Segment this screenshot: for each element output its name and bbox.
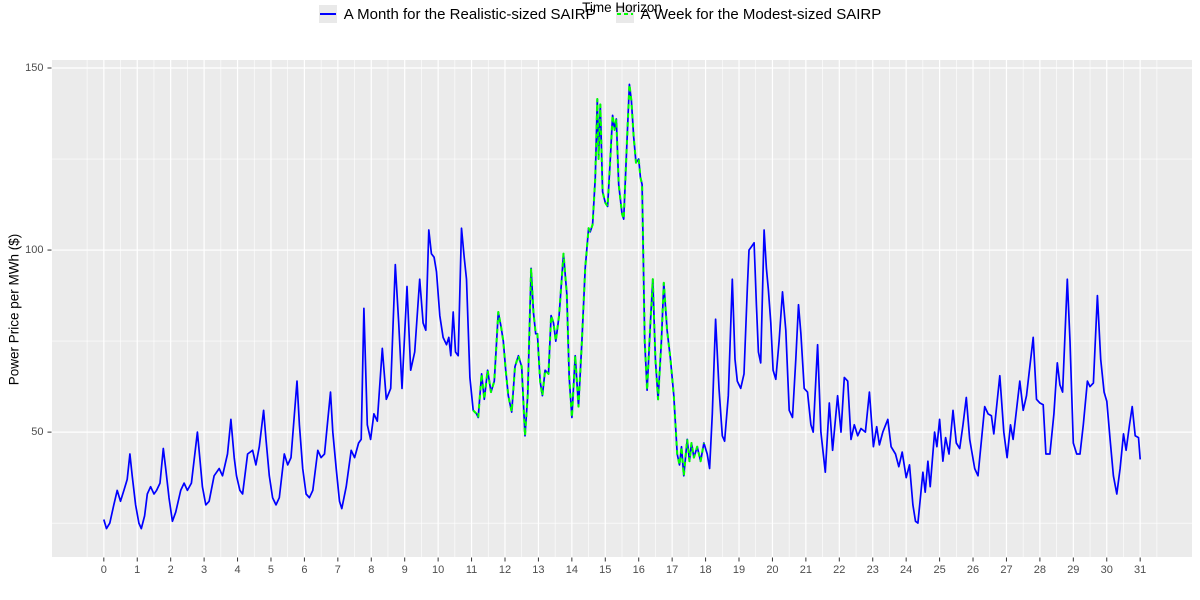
x-tick-label: 30: [1100, 564, 1113, 576]
x-tick-label: 24: [900, 564, 913, 576]
x-tick-label: 16: [632, 564, 645, 576]
x-tick-label: 0: [100, 564, 107, 576]
x-tick-label: 1: [134, 564, 141, 576]
x-tick-label: 14: [565, 564, 578, 576]
x-tick-label: 3: [201, 564, 208, 576]
x-tick-label: 23: [866, 564, 879, 576]
x-tick-label: 4: [234, 564, 241, 576]
legend-key-week: [615, 5, 634, 23]
x-tick-label: 28: [1033, 564, 1046, 576]
x-tick-label: 9: [401, 564, 408, 576]
x-tick-label: 26: [966, 564, 980, 576]
x-tick-label: 17: [666, 564, 679, 576]
series-line-week: [472, 83, 705, 477]
y-axis-title: Power Price per MWh ($): [6, 233, 22, 386]
y-tick-label: 100: [25, 244, 44, 257]
legend-label-week: A Week for the Modest-sized SAIRP: [640, 5, 882, 23]
y-tick-label: 150: [25, 62, 44, 74]
y-tick-label: 50: [31, 426, 44, 439]
x-tick-label: 20: [766, 564, 779, 576]
x-tick-label: 31: [1134, 564, 1147, 576]
x-tick-label: 10: [432, 564, 445, 576]
week-line-icon: [616, 13, 633, 15]
x-tick-label: 13: [532, 564, 545, 576]
x-tick-label: 18: [699, 564, 712, 576]
series-line-month: [102, 83, 1142, 530]
x-tick-label: 22: [833, 564, 846, 576]
x-tick-label: 25: [933, 564, 946, 576]
month-line-icon: [319, 13, 336, 15]
x-tick-label: 11: [465, 564, 478, 576]
x-tick-label: 5: [267, 564, 275, 576]
legend-item-week: A Week for the Modest-sized SAIRP: [615, 5, 882, 23]
x-tick-label: 12: [498, 564, 512, 576]
legend: A Month for the Realistic-sized SAIRP A …: [0, 0, 1200, 28]
legend-label-month: A Month for the Realistic-sized SAIRP: [343, 5, 596, 23]
x-tick-label: 19: [732, 564, 746, 576]
legend-item-month: A Month for the Realistic-sized SAIRP: [318, 5, 596, 23]
x-tick-label: 27: [1000, 564, 1013, 576]
x-tick-label: 7: [334, 564, 341, 576]
x-tick-label: 21: [799, 564, 812, 576]
x-tick-label: 6: [301, 564, 308, 576]
x-tick-label: 15: [599, 564, 612, 576]
x-tick-label: 2: [167, 564, 174, 576]
x-axis-title: Time Horizon: [582, 0, 662, 15]
legend-key-month: [318, 5, 337, 23]
x-tick-label: 8: [368, 564, 375, 576]
x-tick-label: 29: [1067, 564, 1080, 576]
